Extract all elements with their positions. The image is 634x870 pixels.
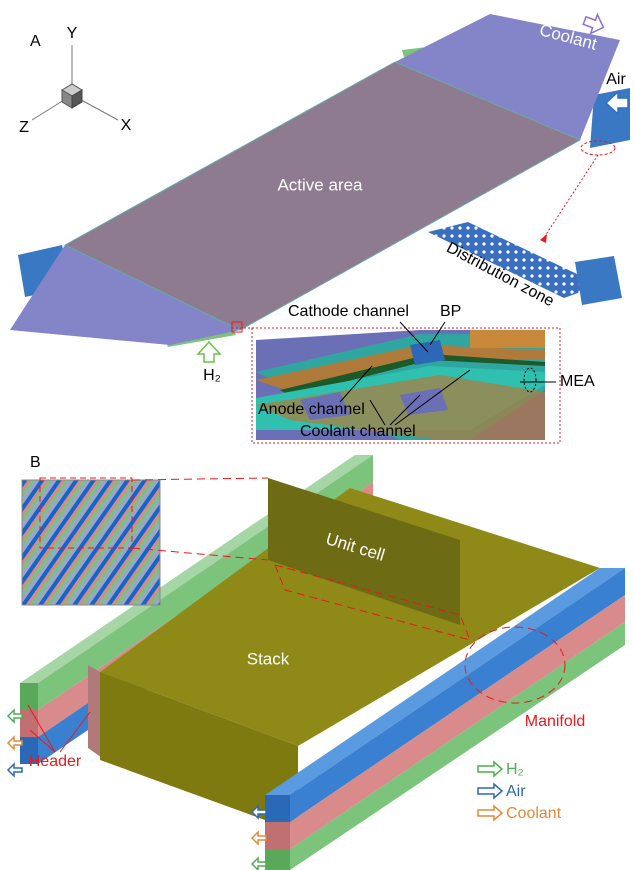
h2-label: H₂ xyxy=(203,367,221,384)
panel-label: A xyxy=(30,33,41,50)
legend-label: Coolant xyxy=(506,805,562,822)
stack-front xyxy=(100,672,298,832)
axis-z: Z xyxy=(19,119,29,136)
distribution-region xyxy=(10,245,240,345)
unit-cell xyxy=(268,478,460,625)
legend-arrow xyxy=(477,760,504,778)
coolant-arrow xyxy=(582,12,605,35)
distribution-region xyxy=(395,14,620,140)
header-leaders xyxy=(27,704,91,753)
stack-top xyxy=(100,488,600,746)
active-area xyxy=(63,61,582,331)
zoom-lines xyxy=(131,477,566,704)
h2-arrow xyxy=(196,340,222,363)
zoom-line xyxy=(544,154,599,237)
legend-arrow xyxy=(477,804,504,822)
leader-lines xyxy=(339,321,556,426)
axis-triad xyxy=(31,45,119,121)
inset-box xyxy=(39,477,133,549)
axis-x: X xyxy=(121,117,132,134)
header-arrows xyxy=(6,708,267,870)
legend-label: Air xyxy=(506,783,526,800)
bp-label: BP xyxy=(440,303,461,320)
zoom-box xyxy=(231,321,243,333)
legend: H₂ Air Coolant xyxy=(477,760,562,822)
stack-inset xyxy=(21,479,161,606)
zoom-ellipse xyxy=(580,140,616,156)
mea-label: MEA xyxy=(560,373,595,390)
distribution-zone xyxy=(428,222,600,298)
cathode-channel-label: Cathode channel xyxy=(288,303,409,320)
manifold-label: Manifold xyxy=(525,713,585,730)
air-label: Air xyxy=(606,71,626,88)
coolant-channel-label: Coolant channel xyxy=(300,423,416,440)
air-arrow xyxy=(604,90,629,116)
header-label: Header xyxy=(29,753,82,770)
right-headers xyxy=(265,568,625,870)
legend-label: H₂ xyxy=(506,761,524,778)
stack-label: Stack xyxy=(247,649,290,668)
air-tab xyxy=(575,256,622,305)
anode-channel-label: Anode channel xyxy=(258,401,365,418)
active-area-label: Active area xyxy=(277,175,363,194)
arrow-head xyxy=(540,234,547,243)
cross-section xyxy=(256,330,545,440)
axis-y: Y xyxy=(67,25,78,42)
panel-label: B xyxy=(30,454,41,471)
legend-arrow xyxy=(477,782,504,800)
